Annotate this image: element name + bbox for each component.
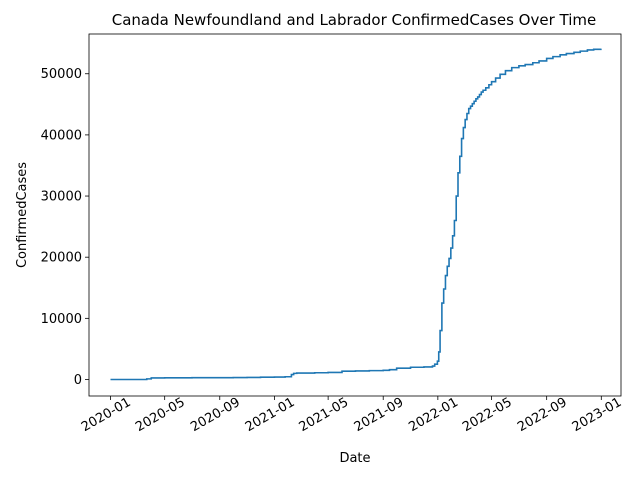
- y-tick-label-3: 30000: [41, 190, 82, 205]
- y-tick-label-0: 0: [74, 373, 82, 388]
- y-tick-label-5: 50000: [41, 67, 82, 82]
- plot-frame: [88, 33, 622, 397]
- y-tick-label-2: 20000: [41, 251, 82, 266]
- chart-title: Canada Newfoundland and Labrador Confirm…: [112, 11, 596, 29]
- plot-area: 2020-01 2020-05 2020-09 2021-01 2021-05 2021-…: [41, 33, 624, 435]
- y-axis-title: ConfirmedCases: [15, 162, 30, 268]
- x-axis-title: Date: [339, 451, 370, 466]
- plot-background: [89, 34, 621, 396]
- series-line-0: [110, 48, 602, 381]
- y-axis-ticks: 0 10000 20000 30000 40000 50000: [41, 67, 89, 388]
- y-tick-label-4: 40000: [41, 128, 82, 143]
- y-tick-label-1: 10000: [41, 312, 82, 327]
- series-layer: [110, 48, 602, 381]
